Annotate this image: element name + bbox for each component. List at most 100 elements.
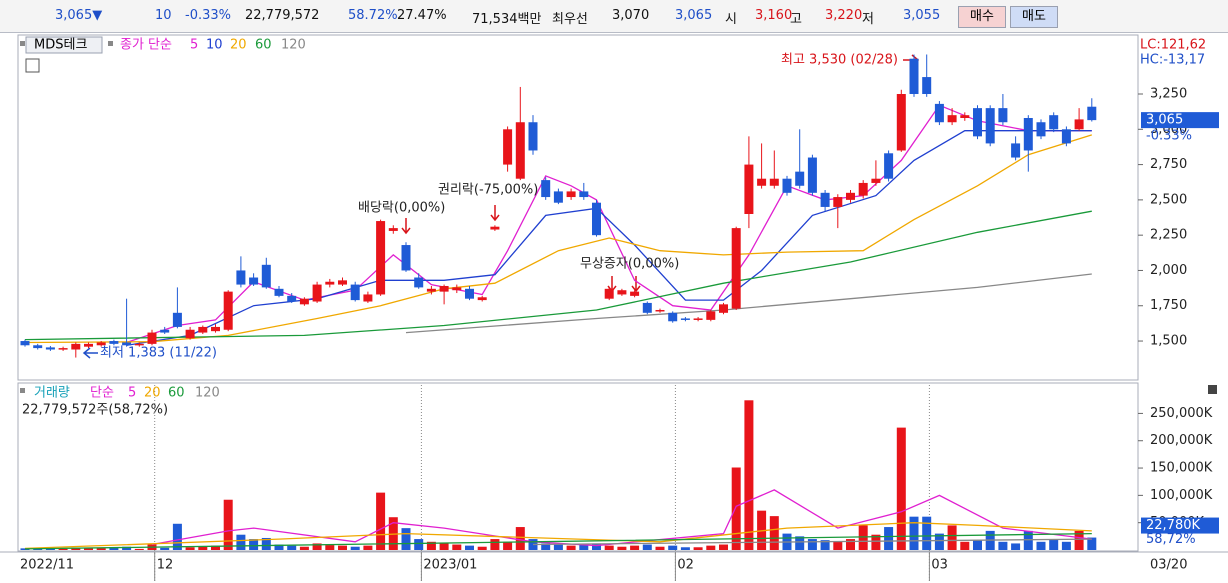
volume-bar bbox=[223, 499, 233, 550]
ma-legend-label: 종가 단순 bbox=[120, 38, 172, 53]
candle-body bbox=[261, 264, 271, 288]
candle-body bbox=[820, 192, 830, 207]
candle-body bbox=[947, 115, 957, 123]
toolbar-cell: 고 bbox=[790, 12, 802, 27]
x-tick-label: 2023/01 bbox=[423, 558, 477, 573]
volume-bar bbox=[84, 548, 93, 550]
candle-body bbox=[757, 178, 767, 186]
candle-body bbox=[1061, 129, 1071, 144]
candle-body bbox=[1074, 119, 1084, 130]
volume-bar bbox=[655, 546, 665, 550]
arrow bbox=[490, 205, 500, 222]
volume-bar bbox=[947, 525, 957, 550]
volume-bar bbox=[198, 546, 208, 550]
volume-bar bbox=[592, 543, 601, 550]
legend-entry: 120 bbox=[195, 386, 220, 401]
candle-body bbox=[274, 288, 284, 296]
volume-bar bbox=[731, 467, 741, 550]
y-tick-label: 2,250 bbox=[1150, 228, 1187, 243]
volume-bar bbox=[528, 539, 538, 550]
volume-bar bbox=[541, 543, 551, 550]
toolbar-cell: 27.47% bbox=[397, 8, 447, 23]
volume-bar bbox=[71, 547, 81, 550]
candle-body bbox=[807, 157, 817, 193]
order-button[interactable]: 매수 bbox=[958, 6, 1006, 28]
y-tick-label: 2,750 bbox=[1150, 157, 1187, 172]
y-tick-label: 100,000K bbox=[1150, 488, 1213, 503]
volume-bar bbox=[1074, 530, 1084, 550]
toolbar-cell: 3,055 bbox=[903, 8, 941, 23]
volume-tag: 22,780K bbox=[1146, 518, 1200, 533]
volume-bar bbox=[566, 545, 576, 550]
y-tick-label: 3,250 bbox=[1150, 87, 1187, 102]
annotation: 배당락(0,00%) bbox=[358, 201, 445, 216]
legend-icon bbox=[108, 41, 113, 46]
candle-body bbox=[934, 103, 944, 123]
toolbar-cell: 3,220 bbox=[825, 8, 863, 23]
volume-bar bbox=[553, 544, 563, 550]
volume-bar bbox=[871, 534, 881, 550]
volume-bar bbox=[846, 539, 855, 550]
volume-bar bbox=[249, 539, 259, 550]
volume-bar bbox=[439, 543, 449, 550]
legend-entry: 20 bbox=[144, 386, 161, 401]
toolbar-cell: 최우선 bbox=[552, 12, 588, 27]
volume-bar bbox=[1036, 541, 1046, 550]
arrow bbox=[401, 218, 411, 235]
candle-body bbox=[388, 228, 398, 231]
volume-pane bbox=[17, 382, 1139, 552]
volume-bar bbox=[20, 548, 30, 550]
candle-body bbox=[147, 332, 157, 344]
volume-bar bbox=[426, 541, 436, 550]
candle-body bbox=[655, 309, 665, 312]
volume-bar bbox=[973, 540, 982, 550]
volume-ma-label: 단순 bbox=[90, 386, 114, 401]
volume-percent: 58,72% bbox=[1146, 532, 1196, 547]
volume-bar bbox=[896, 427, 906, 550]
candle-body bbox=[896, 94, 906, 151]
candle-body bbox=[579, 191, 589, 198]
candle-body bbox=[33, 345, 43, 349]
candle-body bbox=[1087, 106, 1097, 121]
volume-bar bbox=[96, 548, 106, 550]
volume-bar bbox=[109, 547, 119, 550]
title-box bbox=[25, 36, 103, 54]
volume-bar bbox=[452, 544, 462, 550]
candle-body bbox=[109, 341, 119, 344]
order-button[interactable]: 매도 bbox=[1010, 6, 1058, 28]
candle-body bbox=[236, 270, 246, 285]
candle-body bbox=[604, 288, 614, 299]
volume-bar bbox=[998, 541, 1008, 550]
indicator: LC:121,62 bbox=[1140, 38, 1206, 53]
volume-bar bbox=[490, 539, 500, 550]
candle-body bbox=[96, 342, 106, 346]
volume-bar bbox=[922, 516, 932, 550]
volume-bar bbox=[45, 548, 55, 550]
toolbar-cell: 3,065▼ bbox=[55, 8, 103, 23]
candle-body bbox=[172, 312, 182, 327]
candle-body bbox=[1011, 143, 1021, 158]
price-change: -0.33% bbox=[1146, 129, 1192, 144]
volume-bar bbox=[172, 523, 182, 550]
y-tick-label: 200,000K bbox=[1150, 433, 1213, 448]
candle-body bbox=[71, 343, 81, 350]
y-tick-label: 1,750 bbox=[1150, 298, 1187, 313]
volume-bar bbox=[604, 545, 614, 550]
annotation: 권리락(-75,00%) bbox=[438, 183, 538, 198]
candle-body bbox=[160, 329, 170, 333]
price-pane bbox=[17, 34, 1139, 381]
x-tick-label: 2022/11 bbox=[20, 558, 74, 573]
candle-body bbox=[706, 311, 716, 320]
legend-entry: 20 bbox=[230, 38, 247, 53]
volume-bar bbox=[299, 546, 309, 550]
candle-body bbox=[922, 77, 932, 95]
ma-line bbox=[24, 210, 1092, 341]
volume-bar bbox=[261, 537, 271, 550]
grid-icon bbox=[25, 58, 40, 73]
volume-bar bbox=[211, 545, 220, 550]
volume-bar bbox=[160, 547, 170, 550]
volume-bar bbox=[414, 539, 424, 550]
volume-tag-box bbox=[1141, 517, 1219, 534]
candle-body bbox=[477, 297, 487, 301]
